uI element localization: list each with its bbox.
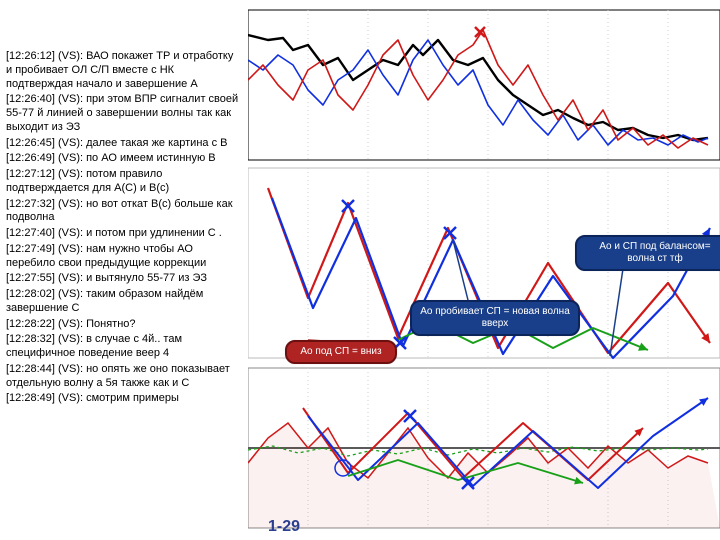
chat-line: [12:28:44] (VS): но опять же оно показыв… (6, 363, 242, 391)
chat-line: [12:27:55] (VS): и вытянуло 55-77 из ЭЗ (6, 272, 242, 286)
panel-top (248, 10, 720, 160)
chat-line: [12:27:32] (VS): но вот откат В(с) больш… (6, 198, 242, 226)
page-number: 1-29 (268, 518, 300, 536)
callout: Ао и СП под балансом= волна ст тф (575, 235, 720, 271)
chat-log: [12:26:12] (VS): ВАО покажет ТР и отрабо… (6, 50, 242, 408)
chat-line: [12:26:12] (VS): ВАО покажет ТР и отрабо… (6, 50, 242, 91)
chat-line: [12:28:49] (VS): смотрим примеры (6, 392, 242, 406)
panel-bot (248, 368, 720, 528)
chat-line: [12:28:32] (VS): в случае с 4й.. там спе… (6, 333, 242, 361)
callout: Ао пробивает СП = новая волна вверх (410, 300, 580, 336)
chat-line: [12:28:22] (VS): Понятно? (6, 318, 242, 332)
chat-line: [12:26:49] (VS): по АО имеем истинную В (6, 152, 242, 166)
chat-line: [12:27:40] (VS): и потом при удлинении С… (6, 227, 242, 241)
chat-line: [12:28:02] (VS): таким образом найдём за… (6, 288, 242, 316)
chat-line: [12:26:40] (VS): при этом ВПР сигналит с… (6, 93, 242, 134)
chat-line: [12:26:45] (VS): далее такая же картина … (6, 137, 242, 151)
chat-line: [12:27:12] (VS): потом правило подтвержд… (6, 168, 242, 196)
callout: Ао под СП = вниз (285, 340, 397, 364)
chat-line: [12:27:49] (VS): нам нужно чтобы АО пере… (6, 243, 242, 271)
